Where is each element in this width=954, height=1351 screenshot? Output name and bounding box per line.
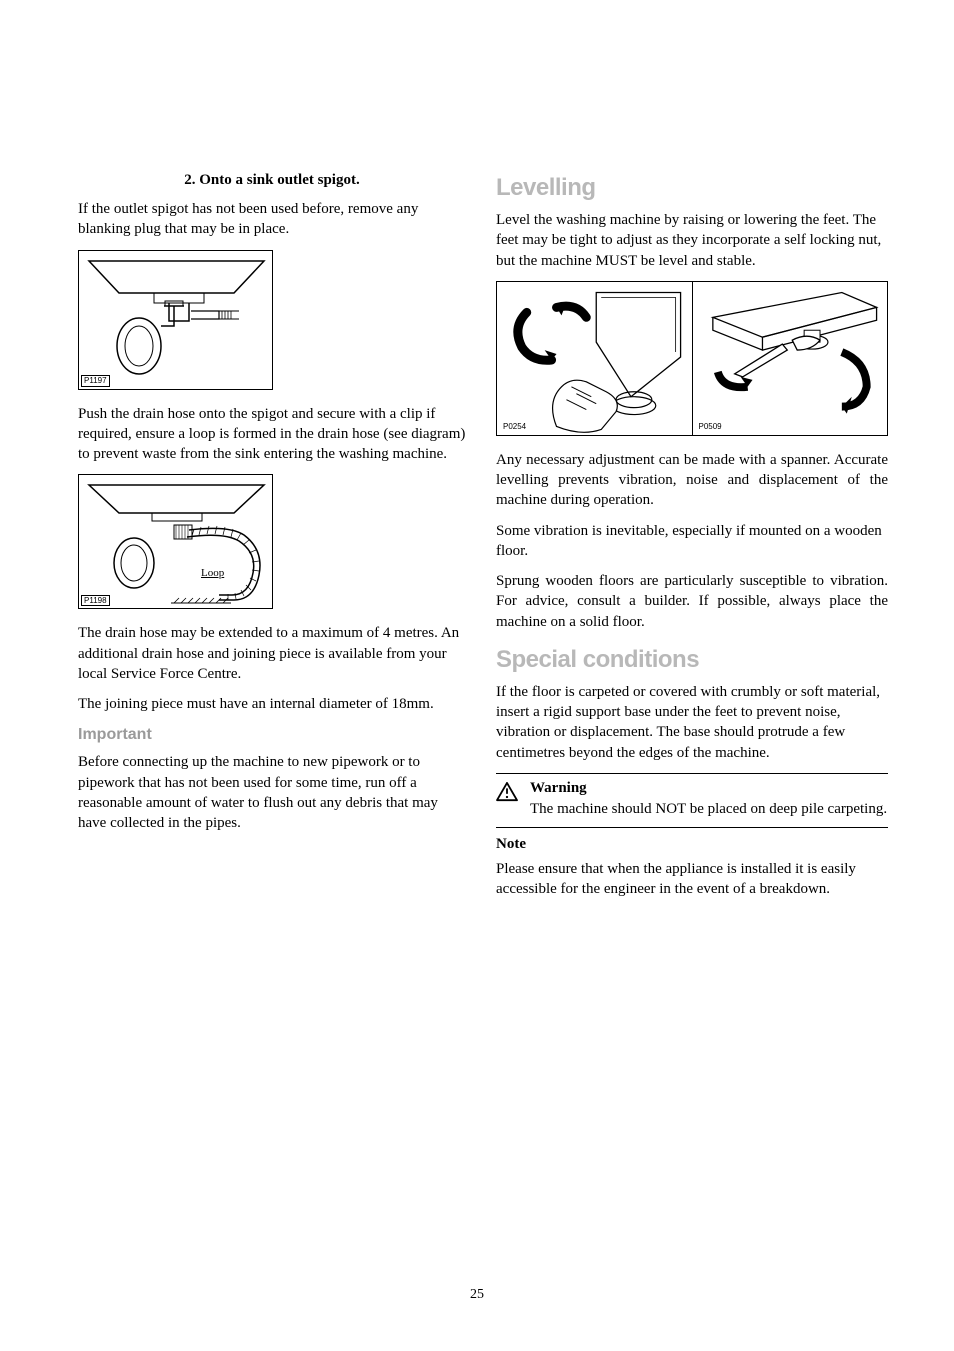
special-conditions-para: If the floor is carpeted or covered with… xyxy=(496,682,888,763)
joining-piece-para: The joining piece must have an internal … xyxy=(78,694,466,714)
drain-hose-extend-para: The drain hose may be extended to a maxi… xyxy=(78,623,466,684)
levelling-intro-para: Level the washing machine by raising or … xyxy=(496,210,888,271)
levelling-spanner-svg xyxy=(693,282,888,437)
warning-text: The machine should NOT be placed on deep… xyxy=(530,799,887,819)
spigot-intro-para: If the outlet spigot has not been used b… xyxy=(78,199,466,240)
figure-label-p1197: P1197 xyxy=(81,375,110,387)
figure-label-p0254: P0254 xyxy=(503,422,526,431)
left-column: 2. Onto a sink outlet spigot. If the out… xyxy=(78,172,466,910)
figure-levelling: P0254 xyxy=(496,281,888,436)
page-number: 25 xyxy=(0,1287,954,1303)
levelling-adjust-para: Any necessary adjustment can be made wit… xyxy=(496,450,888,511)
important-heading: Important xyxy=(78,726,466,744)
important-para: Before connecting up the machine to new … xyxy=(78,752,466,833)
special-conditions-heading: Special conditions xyxy=(496,646,888,674)
warning-box: Warning The machine should NOT be placed… xyxy=(496,773,888,828)
warning-triangle-icon xyxy=(496,782,518,802)
spigot-subhead: 2. Onto a sink outlet spigot. xyxy=(78,172,466,189)
loop-svg xyxy=(79,475,274,610)
sink-spigot-svg xyxy=(79,251,274,391)
loop-label: Loop xyxy=(201,567,224,579)
wooden-floor-para: Sprung wooden floors are particularly su… xyxy=(496,571,888,632)
figure-loop: Loop P1198 xyxy=(78,474,466,609)
note-para: Please ensure that when the appliance is… xyxy=(496,859,888,900)
page-content: 2. Onto a sink outlet spigot. If the out… xyxy=(0,0,954,950)
figure-sink-spigot: P1197 xyxy=(78,250,466,390)
right-column: Levelling Level the washing machine by r… xyxy=(496,172,888,910)
levelling-hand-svg xyxy=(497,282,692,437)
vibration-para: Some vibration is inevitable, especially… xyxy=(496,521,888,562)
figure-label-p1198: P1198 xyxy=(81,595,110,607)
warning-title: Warning xyxy=(530,780,887,797)
spigot-push-para: Push the drain hose onto the spigot and … xyxy=(78,404,466,465)
warning-content: Warning The machine should NOT be placed… xyxy=(530,780,887,819)
note-label: Note xyxy=(496,836,888,853)
levelling-heading: Levelling xyxy=(496,174,888,202)
figure-label-p0509: P0509 xyxy=(699,422,722,431)
